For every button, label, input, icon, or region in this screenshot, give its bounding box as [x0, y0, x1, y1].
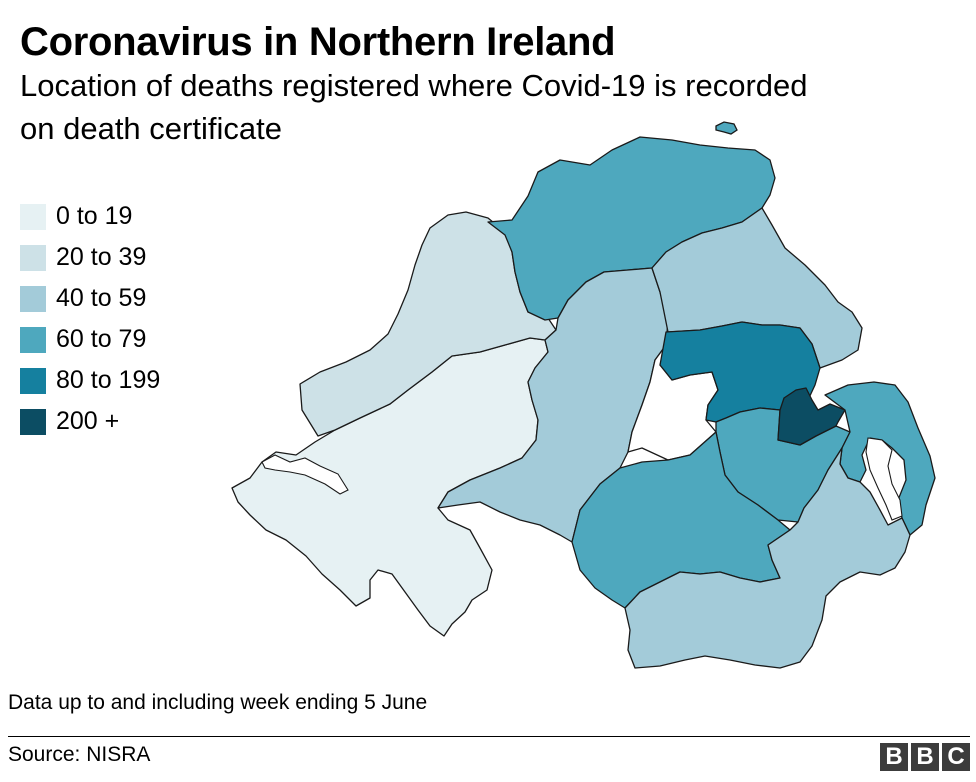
legend-swatch — [20, 326, 46, 353]
rathlin-island — [715, 121, 738, 135]
map-region-newry-mourne-and-down — [624, 447, 911, 669]
legend-item: 80 to 199 — [20, 360, 160, 401]
bbc-logo-letter: B — [880, 743, 908, 771]
bbc-logo-letter: C — [942, 743, 970, 771]
legend-swatch — [20, 244, 46, 271]
data-note: Data up to and including week ending 5 J… — [8, 691, 428, 714]
legend-item: 20 to 39 — [20, 237, 160, 278]
bbc-logo-letter: B — [911, 743, 939, 771]
legend-label: 20 to 39 — [56, 243, 147, 271]
legend-item: 40 to 59 — [20, 278, 160, 319]
legend-swatch — [20, 408, 46, 435]
legend: 0 to 19 20 to 39 40 to 59 60 to 79 80 to… — [20, 196, 160, 442]
legend-label: 80 to 199 — [56, 366, 161, 394]
source-label: Source: NISRA — [8, 743, 151, 766]
strangford-lough — [865, 437, 903, 521]
chart-title: Coronavirus in Northern Ireland — [20, 20, 616, 64]
map-region-belfast — [777, 387, 846, 446]
legend-label: 60 to 79 — [56, 325, 147, 353]
legend-label: 200 + — [56, 407, 120, 435]
chart-subtitle: Location of deaths registered where Covi… — [20, 68, 808, 146]
lough-erne — [261, 454, 349, 495]
legend-item: 60 to 79 — [20, 319, 160, 360]
divider — [8, 736, 970, 737]
bbc-logo: B B C — [880, 743, 970, 771]
legend-swatch — [20, 285, 46, 312]
legend-label: 0 to 19 — [56, 202, 133, 230]
legend-swatch — [20, 367, 46, 394]
legend-item: 200 + — [20, 401, 160, 442]
legend-item: 0 to 19 — [20, 196, 160, 237]
legend-label: 40 to 59 — [56, 284, 147, 312]
legend-swatch — [20, 203, 46, 230]
